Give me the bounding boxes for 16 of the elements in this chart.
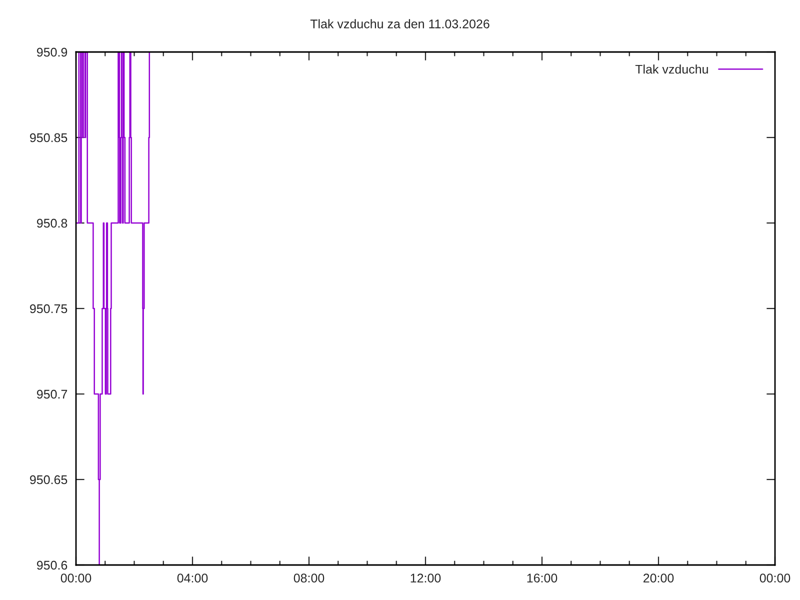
x-tick-label: 08:00: [294, 574, 324, 583]
x-tick-label: 00:00: [60, 574, 92, 583]
y-tick-label: 950.85: [30, 133, 68, 142]
x-tick-label: 12:00: [410, 574, 441, 583]
legend-label: Tlak vzduchu: [635, 64, 708, 74]
y-tick-label: 950.9: [36, 48, 68, 57]
x-tick-label: 04:00: [177, 574, 208, 583]
x-tick-label: 00:00: [760, 574, 790, 583]
x-tick-label: 16:00: [527, 574, 558, 583]
y-tick-label: 950.65: [30, 475, 68, 484]
x-tick-label: 20:00: [643, 574, 674, 583]
chart-title: Tlak vzduchu za den 11.03.2026: [310, 19, 490, 28]
y-tick-label: 950.7: [36, 390, 68, 399]
y-tick-label: 950.8: [36, 218, 68, 228]
y-tick-label: 950.6: [36, 560, 68, 570]
y-tick-label: 950.75: [30, 304, 68, 314]
